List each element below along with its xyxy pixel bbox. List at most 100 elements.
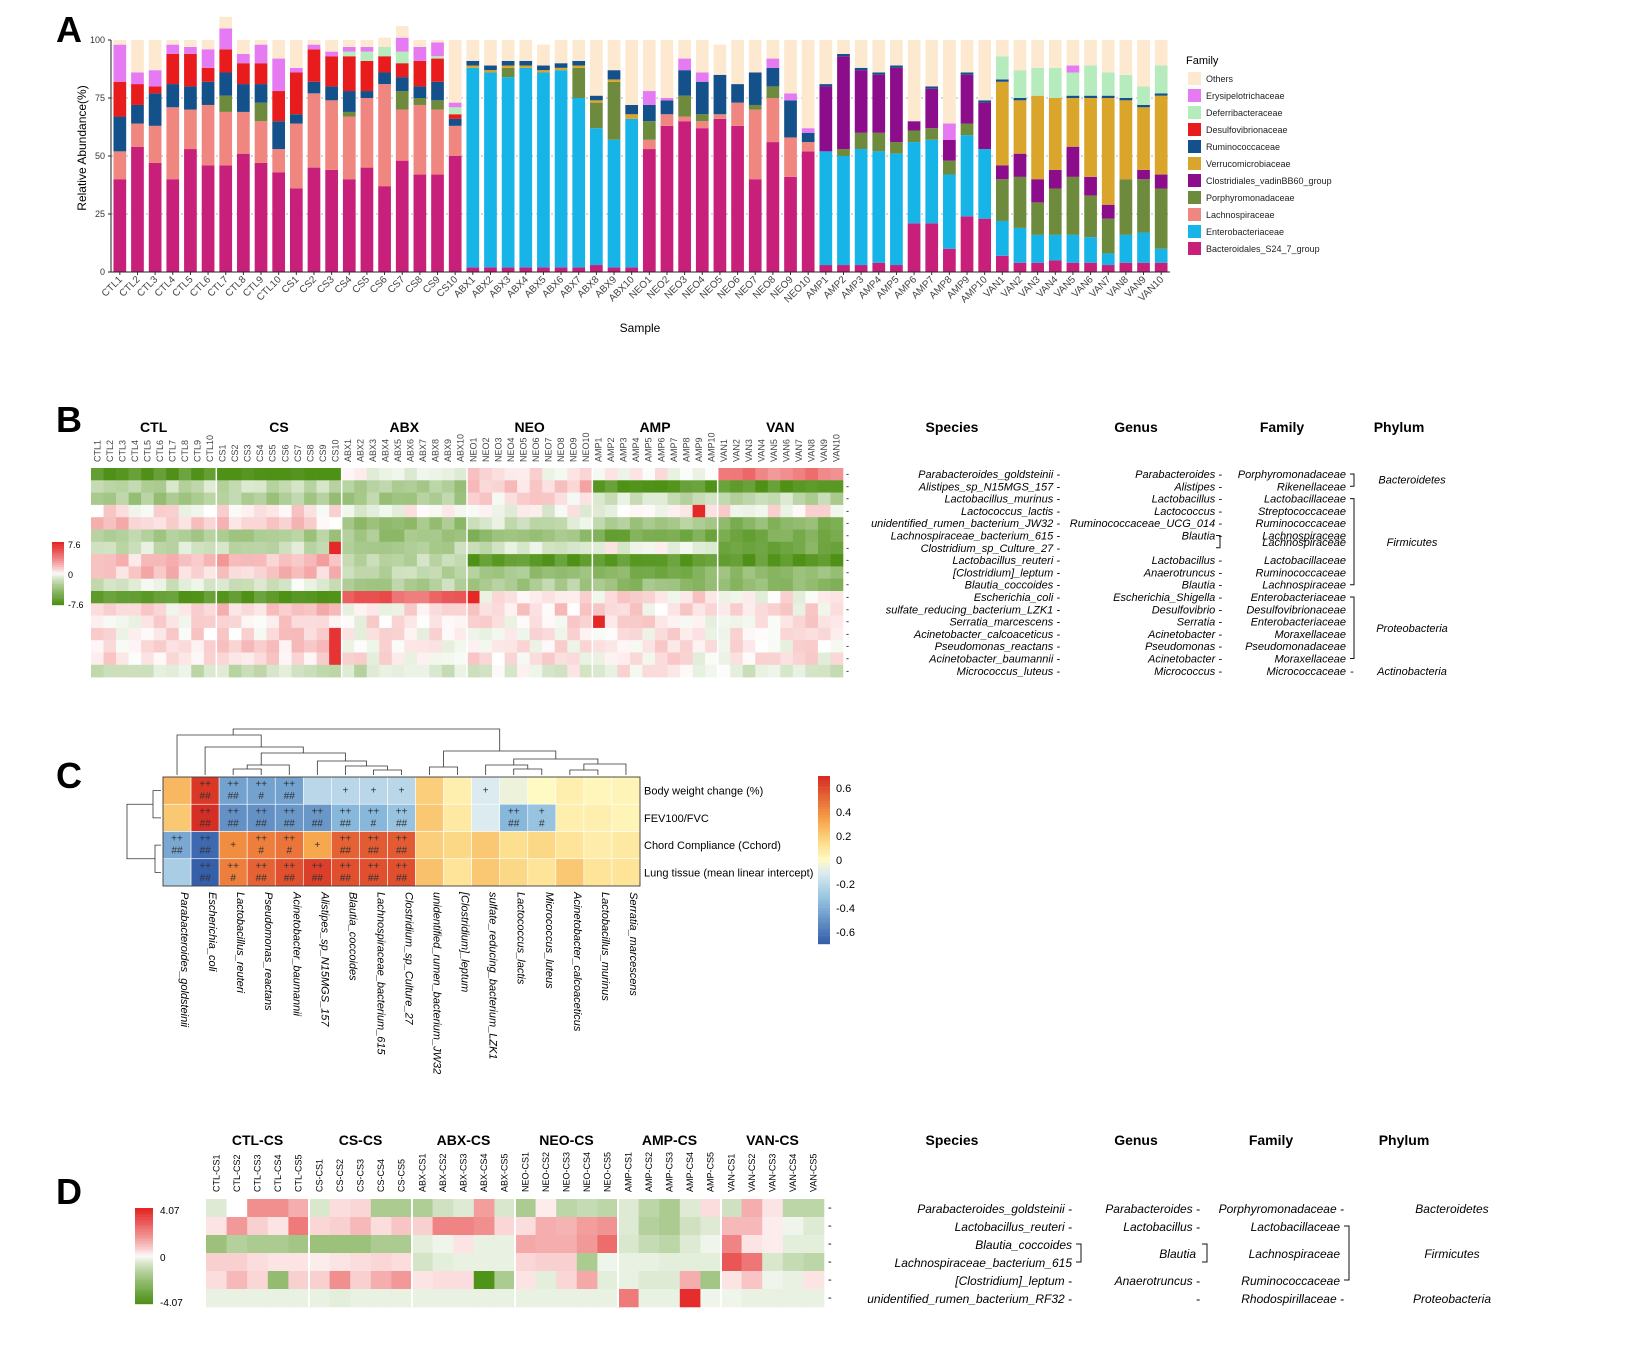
- heatmap-cell: [206, 1235, 227, 1254]
- heatmap-cell: [304, 492, 317, 506]
- heatmap-cell: [717, 492, 731, 506]
- heatmap-cell: [266, 492, 280, 506]
- heatmap-cell: [730, 517, 744, 530]
- bar-segment: [360, 167, 374, 272]
- scale-step: [52, 558, 64, 562]
- bar-segment: [890, 67, 903, 143]
- heatmap-cell: [190, 858, 220, 887]
- heatmap-cell: [412, 1199, 433, 1218]
- dendrogram-link: [204, 746, 304, 775]
- bar-segment: [466, 65, 480, 68]
- bar-segment: [572, 98, 586, 268]
- heatmap-cell: [370, 1271, 392, 1290]
- heatmap-cell: [479, 554, 493, 567]
- heatmap-cell: [667, 517, 681, 530]
- dendrogram-link: [583, 763, 627, 775]
- dendrogram-link: [373, 769, 402, 775]
- bar-segment: [784, 40, 797, 94]
- heatmap-cell: [91, 591, 104, 604]
- heatmap-cell: [203, 554, 217, 567]
- bar-segment: [413, 98, 427, 105]
- heatmap-cell: [266, 566, 280, 579]
- heatmap-cell: [680, 591, 693, 604]
- heatmap-cell: [128, 504, 142, 518]
- bar-segment: [695, 72, 709, 82]
- column-label: VAN8: [807, 439, 817, 462]
- bar-segment: [854, 70, 868, 133]
- heatmap-cell: [103, 591, 117, 604]
- heatmap-cell: [329, 652, 342, 666]
- heatmap-cell: [805, 640, 819, 653]
- heatmap-cell: [391, 591, 405, 604]
- scale-step: [135, 1287, 153, 1290]
- heatmap-cell: [579, 652, 593, 666]
- heatmap-cell: [141, 591, 154, 604]
- column-label: AMP7: [669, 437, 679, 462]
- row-tick: -: [846, 494, 849, 504]
- heatmap-cell: [141, 468, 154, 481]
- bar-segment: [943, 123, 956, 140]
- heatmap-cell: [680, 541, 693, 555]
- column-label: NEO-CS5: [603, 1152, 613, 1192]
- heatmap-cell: [579, 603, 593, 616]
- scale-step: [135, 1239, 153, 1242]
- scale-step: [818, 916, 830, 919]
- heatmap-cell: [755, 554, 769, 567]
- column-label: sulfate_reducing_bacterium_LZK1: [487, 892, 499, 1060]
- scale-step: [52, 584, 64, 587]
- heatmap-cell: [391, 603, 405, 616]
- legend-label: Desulfovibrionaceae: [1206, 125, 1288, 135]
- heatmap-cell: [191, 468, 205, 481]
- scale-step: [52, 602, 64, 606]
- heatmap-cell: [542, 529, 556, 543]
- scale-step: [135, 1232, 153, 1235]
- bar-segment: [113, 151, 127, 180]
- heatmap-cell: [742, 541, 756, 555]
- heatmap-cell: [228, 492, 242, 506]
- column-label: VAN-CS2: [747, 1154, 757, 1192]
- heatmap-cell: [366, 603, 380, 616]
- bar-segment: [1013, 100, 1027, 154]
- bar-segment: [572, 267, 586, 272]
- scale-step: [818, 829, 830, 833]
- scale-label: 0.6: [836, 783, 851, 795]
- taxonomy-table: Species Genus Family PhylumParabacteroides_…: [871, 419, 1448, 678]
- heatmap-cell: [454, 504, 468, 518]
- species-name: Micrococcus_luteus -: [957, 666, 1061, 678]
- species-name: Alistipes_sp_N15MGS_157 -: [918, 481, 1061, 493]
- scale-step: [818, 815, 830, 819]
- heatmap-cell: [91, 640, 104, 653]
- heatmap-cell: [191, 578, 205, 592]
- column-label: AMP-CS2: [644, 1152, 654, 1192]
- heatmap-cell: [618, 1235, 639, 1254]
- species-name: Lactobacillus_reuteri -: [952, 555, 1060, 567]
- heatmap-cell: [178, 504, 192, 518]
- dendrogram-link: [260, 752, 346, 765]
- group-header: NEO: [514, 419, 544, 435]
- scale-step: [818, 896, 830, 900]
- heatmap-cell: [567, 480, 581, 493]
- panel-label-d: D: [56, 1171, 82, 1212]
- heatmap-cell: [316, 541, 330, 555]
- heatmap-cell: [304, 554, 317, 567]
- bar-segment: [148, 125, 162, 163]
- bar-segment: [484, 40, 497, 66]
- bar-segment: [537, 72, 550, 268]
- bar-segment: [431, 109, 444, 175]
- heatmap-cell: [443, 831, 472, 860]
- heatmap-cell: [266, 468, 280, 481]
- significance-mark: ++: [199, 861, 211, 872]
- column-label: CTL-CS4: [273, 1154, 283, 1192]
- heatmap-cell: [473, 1217, 495, 1236]
- heatmap-cell: [554, 603, 568, 616]
- scale-step: [818, 927, 830, 931]
- scale-step: [135, 1210, 153, 1213]
- column-label: Acinetobacter_calcoaceticus: [571, 891, 583, 1032]
- heatmap-cell: [316, 578, 330, 592]
- heatmap-cell: [680, 615, 693, 629]
- heatmap-cell: [191, 591, 205, 604]
- group-header: CTL: [140, 419, 168, 435]
- legend-swatch: [1188, 89, 1201, 102]
- bar-segment: [695, 121, 709, 129]
